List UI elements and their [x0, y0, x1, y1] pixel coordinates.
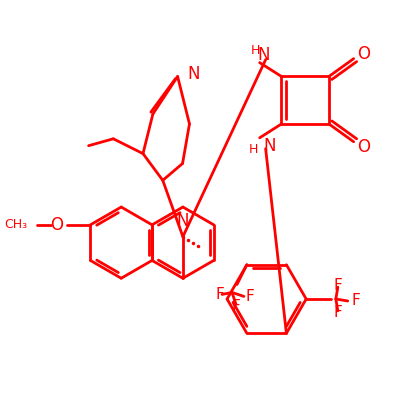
Text: F: F	[333, 305, 342, 321]
Text: N: N	[188, 65, 200, 83]
Text: F: F	[216, 287, 225, 302]
Text: H: H	[249, 143, 259, 156]
Text: N: N	[177, 212, 189, 230]
Text: F: F	[352, 293, 361, 308]
Text: O: O	[357, 45, 370, 63]
Text: F: F	[232, 299, 240, 314]
Text: O: O	[357, 138, 370, 156]
Text: F: F	[333, 278, 342, 292]
Text: F: F	[245, 289, 254, 304]
Text: H: H	[251, 44, 261, 57]
Text: N: N	[263, 137, 276, 155]
Text: CH₃: CH₃	[4, 218, 27, 231]
Text: O: O	[50, 216, 63, 234]
Text: N: N	[257, 46, 270, 64]
